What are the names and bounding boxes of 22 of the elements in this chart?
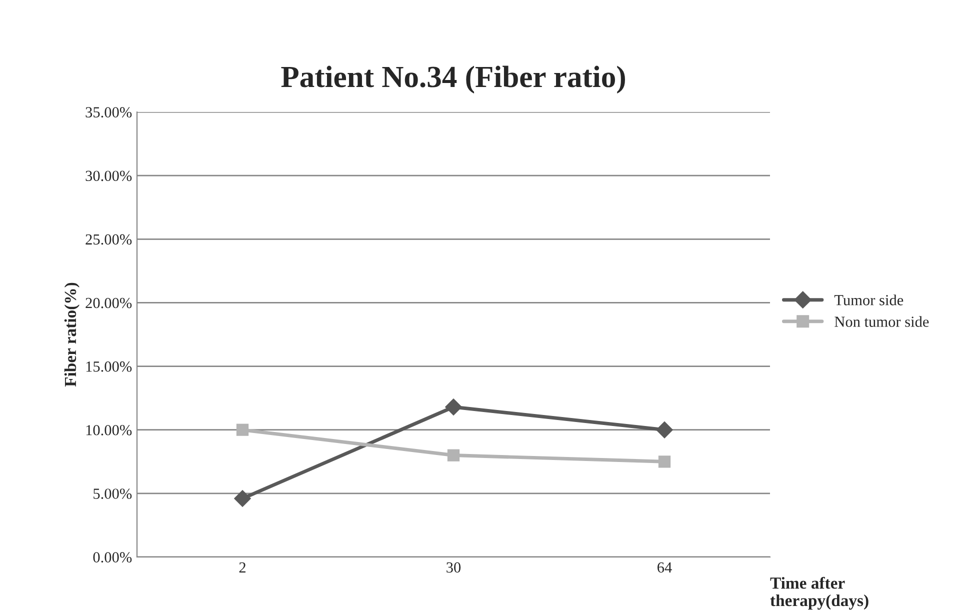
y-tick-label: 15.00% <box>86 361 132 372</box>
y-tick-label: 25.00% <box>86 234 132 245</box>
point <box>658 456 671 468</box>
y-tick-label: 30.00% <box>86 170 132 182</box>
legend-label: Non tumor side <box>834 316 929 327</box>
y-tick-label: 35.00% <box>86 107 132 118</box>
point <box>447 449 460 462</box>
x-tick-label: 2 <box>239 562 246 572</box>
x-axis-title: Time after therapy(days) <box>770 576 868 610</box>
point <box>234 490 251 507</box>
point <box>656 421 673 438</box>
x-tick-label: 64 <box>658 562 672 573</box>
y-tick-label: 20.00% <box>86 298 132 308</box>
point <box>445 398 462 416</box>
y-tick-label: 0.00% <box>93 552 132 563</box>
y-axis-title: Fiber ratio(%) <box>64 282 80 387</box>
y-tick-label: 10.00% <box>86 425 132 436</box>
point <box>236 424 249 436</box>
x-tick-label: 30 <box>446 562 461 573</box>
legend-label: Tumor side <box>834 294 904 306</box>
y-tick-label: 5.00% <box>94 488 132 499</box>
chart-title: Patient No.34 (Fiber ratio) <box>281 66 625 94</box>
